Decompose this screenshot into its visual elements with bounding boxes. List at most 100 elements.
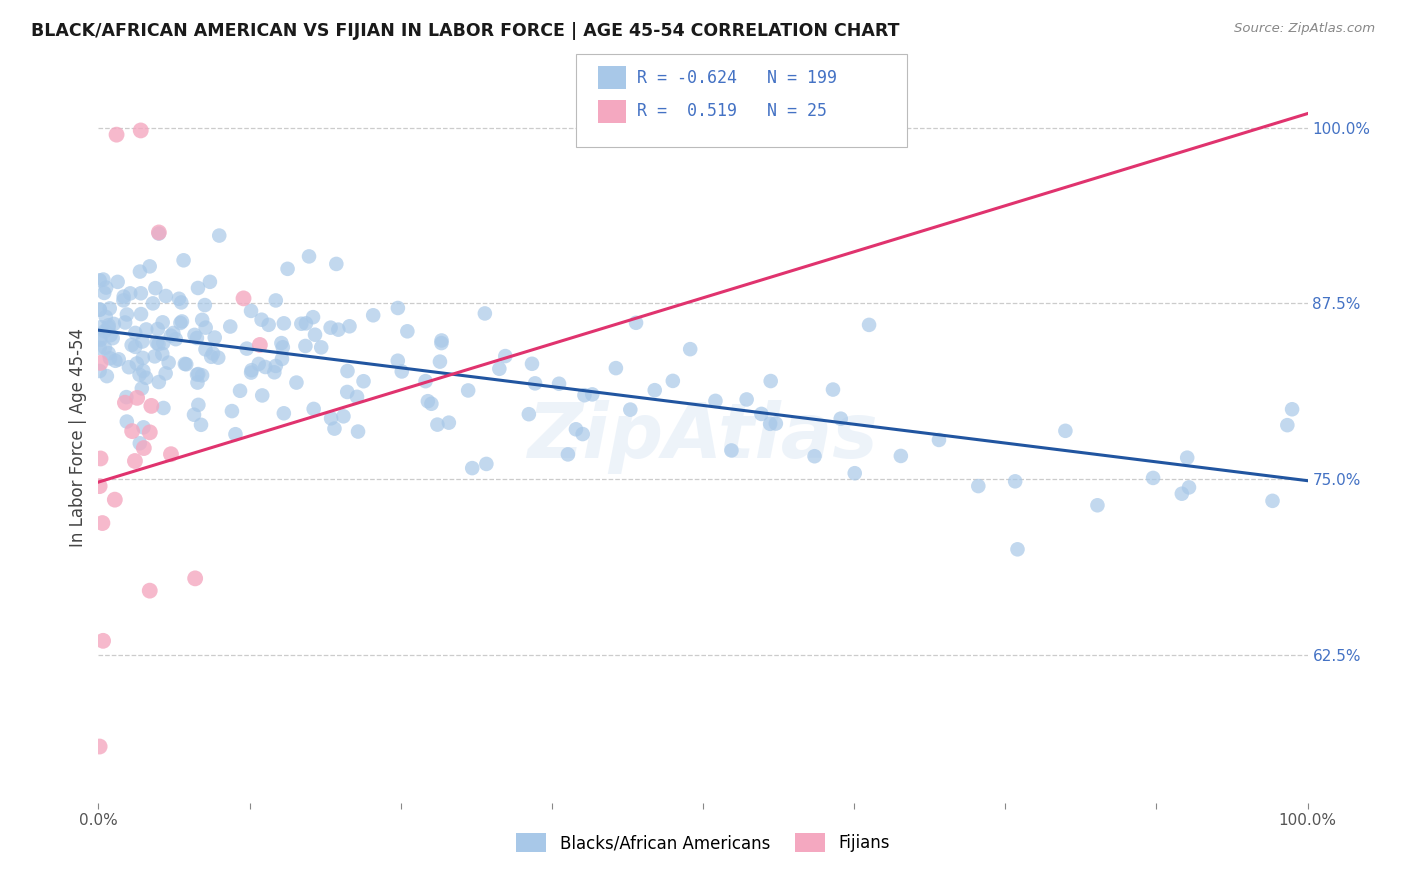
Point — [263, 365, 285, 379]
Point — [186, 376, 208, 390]
Point — [353, 374, 375, 388]
Point — [97, 320, 120, 334]
Point — [277, 261, 299, 276]
Point — [100, 328, 122, 343]
Point — [252, 388, 274, 402]
Point — [155, 289, 177, 303]
Point — [118, 360, 141, 375]
Point — [132, 351, 155, 365]
Point — [204, 330, 226, 344]
Point — [101, 331, 124, 345]
Point — [187, 367, 209, 381]
Point — [557, 447, 579, 461]
Point — [142, 296, 165, 310]
Point — [115, 390, 138, 404]
Point — [169, 316, 191, 330]
Point — [1004, 475, 1026, 489]
Y-axis label: In Labor Force | Age 45-54: In Labor Force | Age 45-54 — [69, 327, 87, 547]
Point — [581, 387, 603, 401]
Point — [107, 275, 129, 289]
Point — [319, 411, 342, 425]
Point — [430, 334, 453, 348]
Point — [157, 356, 180, 370]
Point — [619, 402, 641, 417]
Point — [160, 447, 183, 461]
Point — [107, 352, 129, 367]
Point — [146, 322, 169, 336]
Point — [1178, 480, 1201, 494]
Point — [131, 381, 153, 395]
Point — [524, 376, 547, 391]
Point — [201, 346, 224, 360]
Point — [167, 292, 190, 306]
Point — [183, 327, 205, 342]
Point — [115, 308, 138, 322]
Point — [565, 422, 588, 436]
Point — [844, 467, 866, 481]
Point — [605, 361, 627, 376]
Point — [475, 457, 498, 471]
Point — [129, 286, 152, 301]
Point — [93, 285, 115, 300]
Point — [426, 417, 449, 432]
Text: BLACK/AFRICAN AMERICAN VS FIJIAN IN LABOR FORCE | AGE 45-54 CORRELATION CHART: BLACK/AFRICAN AMERICAN VS FIJIAN IN LABO… — [31, 22, 900, 40]
Point — [304, 327, 326, 342]
Point — [135, 371, 157, 385]
Point — [132, 441, 155, 455]
Point — [336, 384, 359, 399]
Point — [295, 317, 318, 331]
Text: Source: ZipAtlas.com: Source: ZipAtlas.com — [1234, 22, 1375, 36]
Point — [247, 357, 270, 371]
Point — [160, 328, 183, 343]
Point — [325, 257, 347, 271]
Point — [89, 479, 111, 493]
Point — [294, 339, 316, 353]
Point — [94, 280, 117, 294]
Point — [494, 349, 516, 363]
Point — [232, 292, 254, 306]
Point — [187, 281, 209, 295]
Point — [285, 376, 308, 390]
Point — [1007, 542, 1029, 557]
Point — [121, 338, 143, 352]
Point — [520, 357, 543, 371]
Text: ZipAtlas: ZipAtlas — [527, 401, 879, 474]
Point — [152, 315, 174, 329]
Point — [145, 281, 167, 295]
Point — [1261, 493, 1284, 508]
Point — [328, 323, 350, 337]
Point — [928, 433, 950, 447]
Point — [89, 739, 111, 754]
Point — [221, 404, 243, 418]
Point — [890, 449, 912, 463]
Point — [387, 301, 409, 315]
Point — [139, 425, 162, 440]
Point — [759, 417, 782, 431]
Point — [90, 451, 112, 466]
Point — [141, 399, 163, 413]
Point — [124, 326, 146, 340]
Point — [224, 427, 246, 442]
Point — [155, 367, 177, 381]
Point — [124, 340, 146, 354]
Point — [190, 417, 212, 432]
Point — [150, 347, 173, 361]
Point — [336, 364, 359, 378]
Point — [250, 312, 273, 326]
Point — [219, 319, 242, 334]
Point — [129, 307, 152, 321]
Text: R = -0.624   N = 199: R = -0.624 N = 199 — [637, 69, 837, 87]
Point — [240, 366, 263, 380]
Point — [129, 123, 152, 137]
Point — [183, 408, 205, 422]
Point — [571, 427, 593, 442]
Point — [457, 384, 479, 398]
Point — [704, 393, 727, 408]
Point — [830, 411, 852, 425]
Point — [430, 336, 453, 351]
Point — [391, 364, 413, 378]
Point — [89, 333, 111, 347]
Point — [1142, 471, 1164, 485]
Point — [170, 314, 193, 328]
Point — [290, 317, 312, 331]
